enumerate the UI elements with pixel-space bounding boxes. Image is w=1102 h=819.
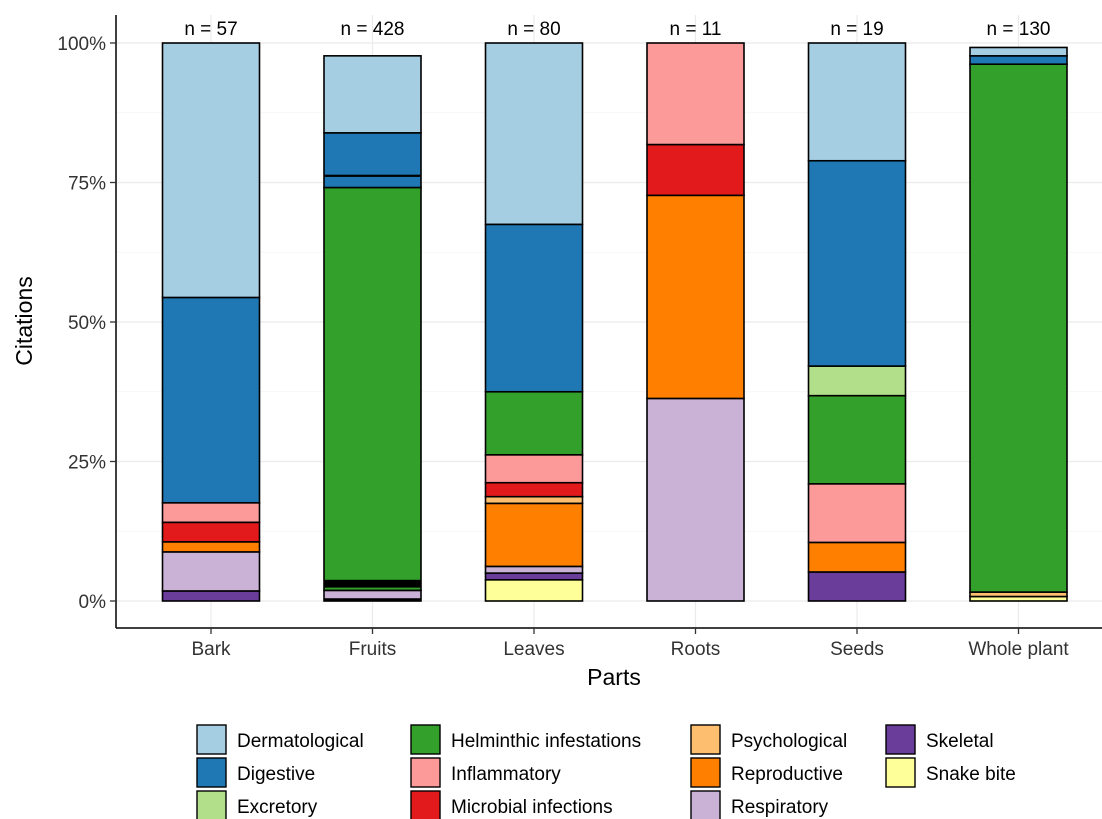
count-labels: n = 57 n = 428 n = 80 n = 11 n = 19 n = 130 bbox=[184, 19, 1050, 40]
legend-key bbox=[885, 724, 916, 755]
bar-segment-thin bbox=[324, 598, 421, 601]
grid-lines bbox=[116, 15, 1102, 628]
x-tick-label: Seeds bbox=[830, 639, 884, 660]
bar-segment-whole-plant-digestive bbox=[969, 55, 1068, 66]
legend: Dermatological Digestive Excretory Helminth… bbox=[196, 724, 1016, 819]
count-label: n = 80 bbox=[507, 19, 560, 40]
y-tick-label: 100% bbox=[57, 34, 106, 55]
bar-segment-whole-plant-helminthic-infestations bbox=[969, 63, 1068, 593]
legend-label: Skeletal bbox=[926, 731, 994, 752]
x-tick-label: Bark bbox=[191, 639, 231, 660]
bar-segment-roots-inflammatory bbox=[646, 42, 745, 146]
legend-label: Helminthic infestations bbox=[451, 731, 641, 752]
legend-key bbox=[690, 757, 721, 788]
bars bbox=[161, 42, 1068, 602]
legend-label: Digestive bbox=[237, 764, 315, 785]
legend-key bbox=[196, 724, 227, 755]
bar-segment-fruits-digestive bbox=[323, 132, 422, 189]
bar-segment-fruits-helminthic-infestations bbox=[323, 186, 422, 592]
legend-label: Reproductive bbox=[731, 764, 843, 785]
y-tick-label: 25% bbox=[68, 453, 106, 474]
bar-segment-leaves-skeletal bbox=[484, 572, 584, 581]
legend-key bbox=[196, 790, 227, 819]
bar-segment-leaves-inflammatory bbox=[484, 454, 584, 484]
bar-segment-leaves-snake-bite bbox=[484, 578, 584, 602]
bar-segment-bark-dermatological bbox=[161, 42, 261, 299]
legend-key bbox=[690, 790, 721, 819]
y-tick-label: 0% bbox=[79, 592, 107, 613]
x-tick-label: Fruits bbox=[349, 639, 397, 660]
count-label: n = 57 bbox=[184, 19, 237, 40]
bar-segment-fruits-dermatological bbox=[323, 55, 422, 134]
bar-segment-leaves-reproductive bbox=[484, 502, 584, 568]
bar-segment-bark-respiratory bbox=[161, 551, 261, 592]
y-tick-label: 75% bbox=[68, 174, 106, 195]
legend-key bbox=[690, 724, 721, 755]
bar-segment-seeds-excretory bbox=[807, 365, 907, 397]
bar-segment-seeds-reproductive bbox=[807, 541, 907, 573]
bar-segment-seeds-helminthic-infestations bbox=[807, 394, 907, 485]
legend-label: Snake bite bbox=[926, 764, 1016, 785]
bar-segment-bark-microbial-infections bbox=[161, 521, 261, 543]
legend-label: Inflammatory bbox=[451, 764, 561, 785]
count-label: n = 11 bbox=[670, 19, 722, 40]
bar-segment-thin bbox=[324, 174, 421, 177]
legend-key bbox=[410, 790, 441, 819]
y-tick-label: 50% bbox=[68, 313, 106, 334]
bar-segment-leaves-digestive bbox=[484, 223, 584, 393]
bar-segment-leaves-microbial-infections bbox=[484, 481, 584, 498]
bar-segment-roots-microbial-infections bbox=[646, 143, 745, 197]
y-axis-title: Citations bbox=[11, 276, 37, 365]
legend-key bbox=[196, 757, 227, 788]
legend-key bbox=[410, 757, 441, 788]
x-tick-label: Leaves bbox=[503, 639, 564, 660]
bar-segment-leaves-helminthic-infestations bbox=[484, 390, 584, 456]
count-label: n = 19 bbox=[830, 19, 883, 40]
bar-segment-seeds-digestive bbox=[807, 159, 907, 367]
count-label: n = 428 bbox=[341, 19, 405, 40]
bar-segment-thin bbox=[324, 579, 421, 588]
bar-segment-whole-plant-dermatological bbox=[969, 46, 1068, 57]
axes: 0% 25% 50% 75% 100% Bark Fruits Leaves Roots Seed… bbox=[57, 15, 1102, 660]
legend-label: Excretory bbox=[237, 797, 318, 818]
bar-segment-roots-respiratory bbox=[646, 397, 745, 602]
bar-segment-seeds-skeletal bbox=[807, 571, 907, 602]
count-label: n = 130 bbox=[987, 19, 1051, 40]
legend-label: Microbial infections bbox=[451, 797, 613, 818]
legend-label: Psychological bbox=[731, 731, 847, 752]
legend-key bbox=[885, 757, 916, 788]
legend-key bbox=[410, 724, 441, 755]
bar-segment-bark-reproductive bbox=[161, 541, 261, 553]
bar-segment-seeds-dermatological bbox=[807, 42, 907, 162]
bar-segment-leaves-psychological bbox=[484, 495, 584, 505]
legend-label: Dermatological bbox=[237, 731, 364, 752]
bar-segment-seeds-inflammatory bbox=[807, 483, 907, 544]
x-tick-label: Roots bbox=[671, 639, 721, 660]
bar-segment-bark-inflammatory bbox=[161, 501, 261, 524]
bar-segment-bark-digestive bbox=[161, 296, 261, 504]
bar-segment-roots-reproductive bbox=[646, 194, 745, 400]
legend-label: Respiratory bbox=[731, 797, 829, 818]
bar-segment-leaves-respiratory bbox=[484, 565, 584, 574]
bar-segment-bark-skeletal bbox=[161, 590, 261, 602]
x-axis-title: Parts bbox=[587, 664, 641, 690]
x-tick-label: Whole plant bbox=[968, 639, 1069, 660]
bar-segment-leaves-dermatological bbox=[484, 42, 584, 226]
